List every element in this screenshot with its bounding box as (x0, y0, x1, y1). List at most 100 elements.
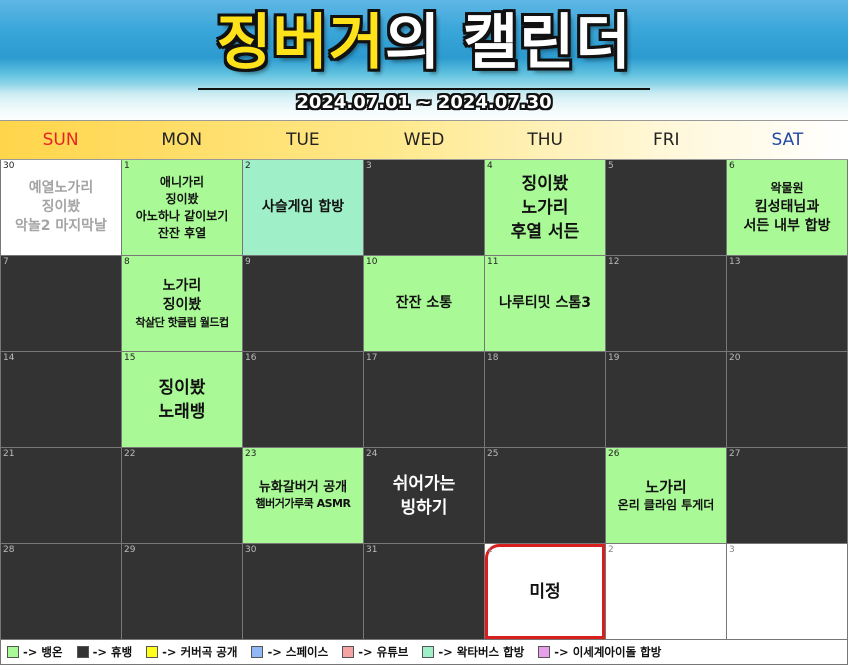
day-cell[interactable]: 2 (606, 544, 727, 640)
day-cell[interactable]: 1 애니가리 징이봤 아노하나 같이보기 잔잔 후열 (122, 160, 243, 256)
day-number: 1 (487, 545, 493, 555)
day-cell[interactable]: 28 (1, 544, 122, 640)
day-number: 30 (3, 161, 15, 171)
day-cell[interactable]: 12 (606, 256, 727, 352)
schedule-line: 미정 (529, 581, 561, 602)
legend-swatch (342, 646, 355, 658)
day-schedule: 예열노가리 징이봤 악놀2 마지막날 (1, 160, 121, 255)
day-number: 19 (608, 353, 620, 363)
day-cell[interactable]: 3 (364, 160, 485, 256)
schedule-line: 나루티밋 스톰3 (499, 295, 591, 311)
day-cell[interactable]: 5 (606, 160, 727, 256)
day-schedule: 잔잔 소통 (364, 256, 484, 351)
day-cell[interactable]: 22 (122, 448, 243, 544)
schedule-line: 징이봤 (158, 377, 206, 398)
day-schedule: 징이봤 노가리 후열 서든 (485, 160, 605, 255)
day-number: 2 (608, 545, 614, 555)
day-cell[interactable]: 31 (364, 544, 485, 640)
day-cell[interactable]: 29 (122, 544, 243, 640)
color-legend: -> 뱅온 -> 휴뱅 -> 커버곡 공개 -> 스페이스 -> 유튜브 -> … (0, 640, 848, 665)
weekday-wed: WED (403, 130, 445, 150)
schedule-line: 후열 서든 (510, 221, 580, 242)
schedule-line: 노래뱅 (158, 401, 206, 422)
title-streamer-name: 징버거 (216, 8, 385, 78)
day-schedule: 애니가리 징이봤 아노하나 같이보기 잔잔 후열 (122, 160, 242, 255)
day-cell[interactable]: 8 노가리 징이봤 착살단 핫클립 월드컵 (122, 256, 243, 352)
day-number: 26 (608, 449, 620, 459)
day-number: 3 (729, 545, 735, 555)
weekday-mon: MON (161, 130, 203, 150)
day-cell[interactable]: 16 (243, 352, 364, 448)
day-cell[interactable]: 6 왁물원 킴성태님과 서든 내부 합방 (727, 160, 848, 256)
schedule-line: 노가리 (162, 277, 202, 294)
day-number: 23 (245, 449, 257, 459)
legend-label: -> 뱅온 (23, 645, 63, 659)
day-cell[interactable]: 17 (364, 352, 485, 448)
day-number: 4 (487, 161, 493, 171)
day-cell[interactable]: 30 (243, 544, 364, 640)
day-cell-undecided[interactable]: 1 미정 (485, 544, 606, 640)
day-cell[interactable]: 10 잔잔 소통 (364, 256, 485, 352)
day-cell[interactable]: 14 (1, 352, 122, 448)
day-cell[interactable]: 21 (1, 448, 122, 544)
day-number: 9 (245, 257, 251, 267)
schedule-line: 빙하기 (400, 497, 448, 518)
day-number: 29 (124, 545, 136, 555)
legend-item-space: -> 스페이스 (251, 644, 328, 660)
day-schedule: 왁물원 킴성태님과 서든 내부 합방 (727, 160, 847, 255)
day-number: 12 (608, 257, 620, 267)
day-cell[interactable]: 3 (727, 544, 848, 640)
day-cell[interactable]: 20 (727, 352, 848, 448)
day-number: 24 (366, 449, 378, 459)
day-number: 14 (3, 353, 15, 363)
day-schedule: 미정 (485, 544, 605, 639)
schedule-line: 예열노가리 (28, 180, 94, 196)
day-cell[interactable]: 15 징이봤 노래뱅 (122, 352, 243, 448)
day-schedule: 뉴화갈버거 공개 햄버거가루쿡 ASMR (243, 448, 363, 543)
schedule-line: 쉬어가는 (392, 473, 456, 494)
day-cell[interactable]: 27 (727, 448, 848, 544)
day-number: 18 (487, 353, 499, 363)
day-cell[interactable]: 13 (727, 256, 848, 352)
schedule-line: 징이봤 (521, 173, 569, 194)
legend-swatch (146, 646, 159, 658)
legend-label: -> 이세계아이돌 합방 (554, 645, 662, 659)
legend-label: -> 왁타버스 합방 (438, 645, 525, 659)
day-schedule: 쉬어가는 빙하기 (364, 448, 484, 543)
title-underline (198, 88, 650, 90)
legend-item-youtube: -> 유튜브 (342, 644, 408, 660)
day-number: 7 (3, 257, 9, 267)
day-cell[interactable]: 4 징이봤 노가리 후열 서든 (485, 160, 606, 256)
day-cell[interactable]: 11 나루티밋 스톰3 (485, 256, 606, 352)
day-number: 15 (124, 353, 136, 363)
legend-item-cover: -> 커버곡 공개 (146, 644, 237, 660)
weekday-fri: FRI (652, 130, 680, 150)
day-cell[interactable]: 2 사슬게임 합방 (243, 160, 364, 256)
legend-swatch (422, 646, 435, 658)
legend-item-broadcast: -> 뱅온 (7, 644, 63, 660)
schedule-line: 노가리 (521, 197, 569, 218)
day-cell[interactable]: 24 쉬어가는 빙하기 (364, 448, 485, 544)
day-cell[interactable]: 19 (606, 352, 727, 448)
day-number: 31 (366, 545, 378, 555)
day-number: 16 (245, 353, 257, 363)
day-cell[interactable]: 18 (485, 352, 606, 448)
day-schedule: 징이봤 노래뱅 (122, 352, 242, 447)
legend-item-waktaverse: -> 왁타버스 합방 (422, 644, 524, 660)
date-range: 2024.07.01 ~ 2024.07.30 (296, 92, 552, 113)
day-cell[interactable]: 26 노가리 온리 클라임 투게더 (606, 448, 727, 544)
weekday-thu: THU (527, 130, 563, 150)
legend-swatch (538, 646, 551, 658)
title-suffix: 의 캘린더 (384, 8, 632, 78)
day-number: 28 (3, 545, 15, 555)
day-cell[interactable]: 25 (485, 448, 606, 544)
day-cell[interactable]: 9 (243, 256, 364, 352)
schedule-line: 징이봤 (165, 191, 199, 206)
day-cell[interactable]: 30 예열노가리 징이봤 악놀2 마지막날 (1, 160, 122, 256)
day-number: 17 (366, 353, 378, 363)
day-cell[interactable]: 7 (1, 256, 122, 352)
day-number: 1 (124, 161, 130, 171)
schedule-line: 잔잔 소통 (395, 295, 453, 311)
day-cell[interactable]: 23 뉴화갈버거 공개 햄버거가루쿡 ASMR (243, 448, 364, 544)
